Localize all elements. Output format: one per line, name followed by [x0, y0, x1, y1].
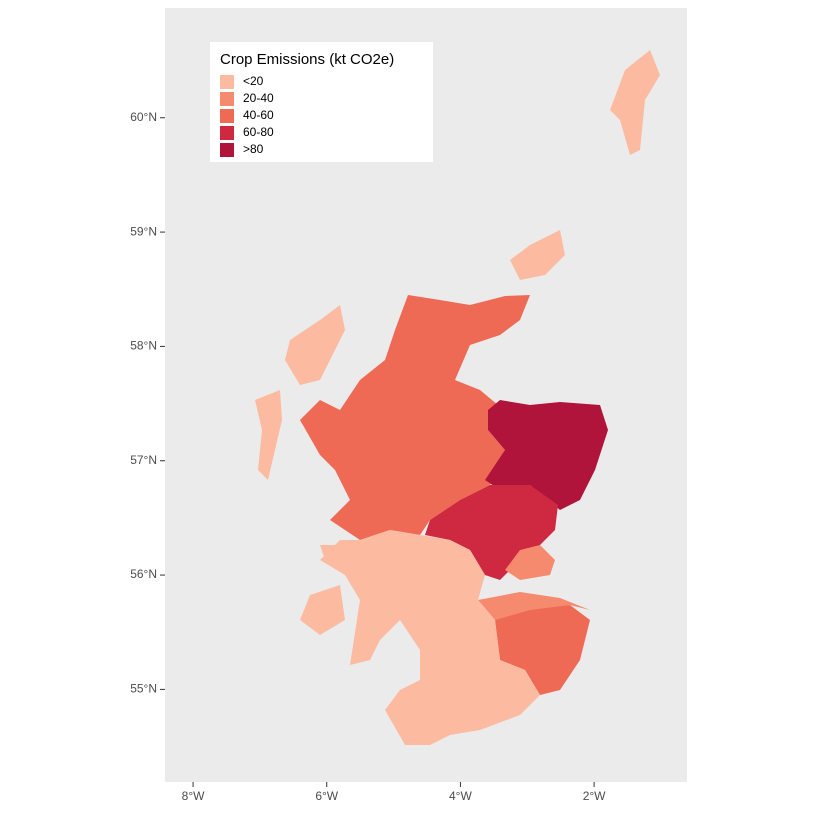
legend-swatch	[220, 92, 234, 106]
legend: <20 20-40 40-60 60-80 >80	[220, 74, 274, 157]
region	[505, 545, 555, 580]
region	[300, 585, 345, 635]
x-tick-label: 2°W	[583, 789, 606, 803]
legend-box	[210, 42, 433, 162]
legend-swatch	[220, 143, 234, 157]
legend-title: Crop Emissions (kt CO2e)	[220, 51, 394, 68]
legend-label: 60-80	[243, 125, 274, 139]
legend-label: 40-60	[243, 108, 274, 122]
region	[320, 530, 540, 745]
region	[255, 390, 282, 480]
region	[285, 305, 345, 385]
y-tick-label: 55°N	[130, 682, 157, 696]
legend-label: <20	[243, 74, 264, 88]
y-tick-label: 57°N	[130, 453, 157, 467]
region	[610, 50, 660, 155]
y-tick-label: 60°N	[130, 110, 157, 124]
region	[300, 295, 530, 540]
x-tick-label: 4°W	[449, 789, 472, 803]
region	[495, 605, 590, 695]
x-tick-label: 8°W	[182, 789, 205, 803]
legend-swatch	[220, 75, 234, 89]
legend-label: >80	[243, 142, 264, 156]
region	[320, 545, 355, 560]
legend-swatch	[220, 109, 234, 123]
y-tick-label: 59°N	[130, 224, 157, 238]
axes: 8°W 6°W 4°W 2°W 55°N 56°N 57°N 58°N 59°N 60°N	[130, 110, 606, 803]
regions	[255, 50, 660, 745]
region	[485, 400, 608, 510]
region	[478, 592, 590, 620]
y-tick-label: 58°N	[130, 339, 157, 353]
region	[510, 230, 565, 280]
legend-label: 20-40	[243, 91, 274, 105]
x-tick-label: 6°W	[315, 789, 338, 803]
legend-swatch	[220, 126, 234, 140]
y-tick-label: 56°N	[130, 567, 157, 581]
